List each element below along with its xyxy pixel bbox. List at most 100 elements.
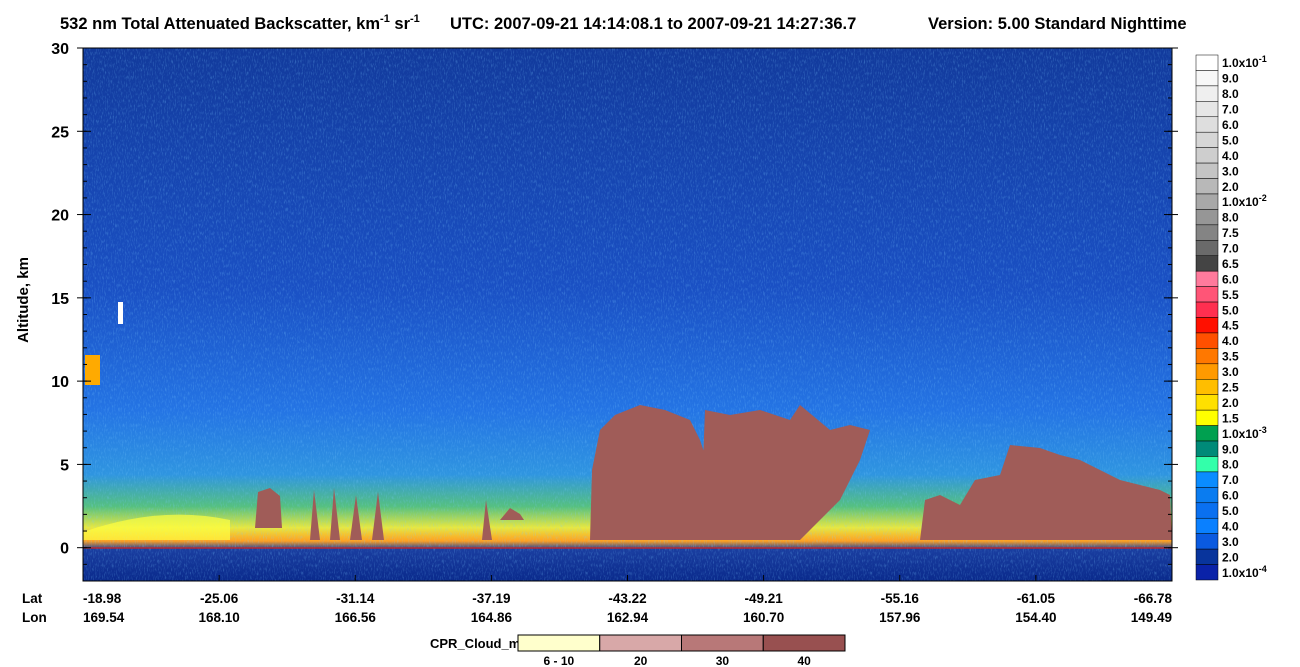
- colorbar-label: 3.0: [1222, 535, 1239, 549]
- colorbar-label-text: 3.0: [1222, 365, 1239, 379]
- colorbar-swatch: [1195, 425, 1219, 442]
- colorbar-swatch: [1195, 270, 1219, 287]
- colorbar-label-text: 3.0: [1222, 164, 1239, 178]
- colorbar-label: 6.0: [1222, 272, 1239, 286]
- colorbar-label: 4.0: [1222, 149, 1239, 163]
- colorbar-swatch: [1195, 440, 1219, 457]
- colorbar-label: 2.0: [1222, 396, 1239, 410]
- colorbar-label-text: 7.0: [1222, 242, 1239, 256]
- colorbar-label-text: 2.0: [1222, 180, 1239, 194]
- colorbar-label-text: 9.0: [1222, 442, 1239, 456]
- colorbar-label-text: 7.0: [1222, 473, 1239, 487]
- x-tick-label: 162.94: [607, 610, 649, 625]
- surface-aerosol: [83, 514, 230, 540]
- colorbar-label: 7.0: [1222, 473, 1239, 487]
- colorbar-label-text: 8.0: [1222, 458, 1239, 472]
- x-tick-label: 154.40: [1015, 610, 1056, 625]
- title-main: 532 nm Total Attenuated Backscatter, km: [60, 15, 380, 33]
- colorbar-label-text: 5.0: [1222, 504, 1239, 518]
- y-tick-label: 30: [51, 41, 69, 58]
- colorbar-swatch: [1195, 255, 1219, 272]
- colorbar-label-text: 6.0: [1222, 489, 1239, 503]
- colorbar-swatch: [1195, 54, 1219, 71]
- colorbar-label: 2.0: [1222, 550, 1239, 564]
- x-tick-label: 169.54: [83, 610, 125, 625]
- y-tick-label: 10: [51, 374, 69, 391]
- y-axis-title: Altitude, km: [15, 257, 32, 343]
- legend-title: CPR_Cloud_mask: [430, 636, 543, 651]
- legend-label: 30: [716, 654, 730, 667]
- colorbar-swatch: [1195, 178, 1219, 195]
- x-tick-label: 157.96: [879, 610, 921, 625]
- colorbar-swatch: [1195, 85, 1219, 102]
- colorbar-label: 7.0: [1222, 242, 1239, 256]
- colorbar-label: 3.0: [1222, 164, 1239, 178]
- y-tick-label: 15: [51, 291, 69, 308]
- colorbar-label: 1.5: [1222, 411, 1239, 425]
- colorbar-label-text: 2.0: [1222, 550, 1239, 564]
- colorbar-label-exp: -2: [1259, 193, 1267, 203]
- x-tick-label: -49.21: [744, 591, 783, 606]
- colorbar-label-text: 1.0x10: [1222, 427, 1259, 441]
- colorbar-label-text: 4.0: [1222, 334, 1239, 348]
- colorbar-swatch: [1195, 147, 1219, 164]
- colorbar-label-text: 6.5: [1222, 257, 1239, 271]
- colorbar-label-text: 6.0: [1222, 118, 1239, 132]
- colorbar-label: 4.5: [1222, 319, 1239, 333]
- colorbar-label: 9.0: [1222, 442, 1239, 456]
- colorbar-label-text: 1.0x10: [1222, 195, 1259, 209]
- colorbar-label-text: 2.0: [1222, 396, 1239, 410]
- legend-label: 20: [634, 654, 648, 667]
- x-tick-label: 149.49: [1131, 610, 1172, 625]
- colorbar-label: 3.5: [1222, 350, 1239, 364]
- colorbar-label: 1.0x10-4: [1222, 564, 1267, 580]
- colorbar-label: 8.0: [1222, 87, 1239, 101]
- colorbar-label: 1.0x10-2: [1222, 193, 1267, 209]
- x-tick-label: -43.22: [608, 591, 646, 606]
- colorbar-label: 6.5: [1222, 257, 1239, 271]
- colorbar-label: 5.0: [1222, 504, 1239, 518]
- colorbar-swatch: [1195, 348, 1219, 365]
- colorbar-label-exp: -1: [1259, 54, 1267, 64]
- colorbar-swatch: [1195, 487, 1219, 504]
- colorbar-label-text: 1.0x10: [1222, 566, 1259, 580]
- title-unit: sr: [390, 15, 411, 33]
- colorbar-label-text: 2.5: [1222, 380, 1239, 394]
- colorbar-label: 7.0: [1222, 103, 1239, 117]
- colorbar-label: 4.0: [1222, 519, 1239, 533]
- title-sup: -1: [380, 13, 390, 25]
- x-tick-label: 164.86: [471, 610, 513, 625]
- colorbar-label-text: 4.5: [1222, 319, 1239, 333]
- colorbar-swatch: [1195, 101, 1219, 118]
- colorbar-swatch: [1195, 394, 1219, 411]
- legend-swatch: [681, 634, 764, 652]
- x-tick-label: 160.70: [743, 610, 784, 625]
- colorbar-label-text: 8.0: [1222, 87, 1239, 101]
- legend-swatch: [599, 634, 682, 652]
- title-sup: -1: [410, 13, 420, 25]
- colorbar-label: 1.0x10-3: [1222, 425, 1267, 441]
- colorbar-label: 7.5: [1222, 226, 1239, 240]
- colorbar-label-text: 5.0: [1222, 303, 1239, 317]
- colorbar-label: 2.0: [1222, 180, 1239, 194]
- colorbar-label-text: 5.5: [1222, 288, 1239, 302]
- colorbar-swatch: [1195, 456, 1219, 473]
- cloud-speck: [85, 355, 100, 385]
- colorbar-swatch: [1195, 548, 1219, 565]
- colorbar-swatch: [1195, 240, 1219, 256]
- x-tick-label: -25.06: [200, 591, 239, 606]
- colorbar-label-text: 9.0: [1222, 72, 1239, 86]
- colorbar-label-exp: -4: [1259, 564, 1267, 574]
- legend-swatch: [517, 634, 601, 652]
- colorbar-swatch: [1195, 70, 1219, 87]
- colorbar-label-text: 8.0: [1222, 211, 1239, 225]
- x-row-name: Lat: [22, 591, 43, 606]
- x-row-name: Lon: [22, 610, 47, 625]
- title-time: UTC: 2007-09-21 14:14:08.1 to 2007-09-21…: [450, 15, 856, 33]
- colorbar-label: 9.0: [1222, 72, 1239, 86]
- colorbar-label-text: 4.0: [1222, 519, 1239, 533]
- colorbar-swatch: [1195, 332, 1219, 349]
- colorbar-label: 8.0: [1222, 458, 1239, 472]
- colorbar-label-text: 1.5: [1222, 411, 1239, 425]
- colorbar-swatch: [1195, 409, 1219, 426]
